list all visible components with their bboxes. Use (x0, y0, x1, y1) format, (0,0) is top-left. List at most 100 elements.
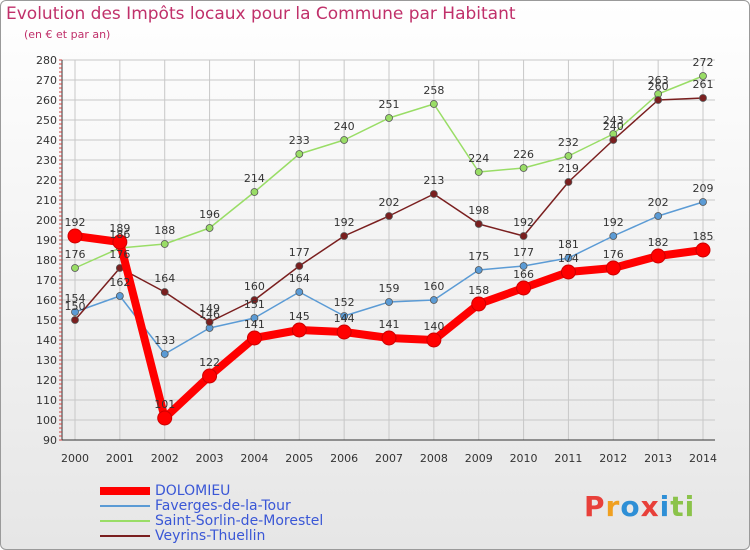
data-point-saint-sorlin-de-morestel (429, 100, 438, 108)
data-point-dolomieu (291, 322, 307, 338)
legend-swatch-faverges (100, 505, 150, 507)
x-tick-label: 2013 (644, 452, 672, 465)
y-tick-label: 220 (36, 174, 57, 187)
data-point-faverges-de-la-tour (654, 212, 663, 220)
data-label-veyrins-thuellin: 261 (693, 78, 714, 91)
data-point-saint-sorlin-de-morestel (250, 188, 259, 196)
y-tick-label: 240 (36, 134, 57, 147)
data-point-veyrins-thuellin (609, 136, 618, 144)
data-label-saint-sorlin-de-morestel: 232 (558, 136, 579, 149)
data-point-dolomieu (246, 330, 262, 346)
data-label-dolomieu: 122 (199, 356, 220, 369)
data-label-faverges-de-la-tour: 152 (334, 296, 355, 309)
data-point-veyrins-thuellin (250, 296, 259, 304)
y-tick-label: 260 (36, 94, 57, 107)
data-label-saint-sorlin-de-morestel: 186 (109, 228, 130, 241)
data-label-veyrins-thuellin: 176 (109, 248, 130, 261)
data-label-saint-sorlin-de-morestel: 251 (379, 98, 400, 111)
data-point-dolomieu (426, 332, 442, 348)
data-point-faverges-de-la-tour (160, 350, 169, 358)
data-point-veyrins-thuellin (564, 178, 573, 186)
data-point-veyrins-thuellin (340, 232, 349, 240)
data-point-dolomieu (381, 330, 397, 346)
data-point-veyrins-thuellin (699, 94, 707, 102)
data-label-veyrins-thuellin: 192 (513, 216, 534, 229)
data-point-dolomieu (650, 248, 666, 264)
legend-swatch-dolomieu (100, 487, 150, 495)
logo-letter: P (584, 490, 606, 523)
data-label-saint-sorlin-de-morestel: 224 (468, 152, 489, 165)
x-tick-label: 2012 (599, 452, 627, 465)
data-point-faverges-de-la-tour (609, 232, 618, 240)
x-tick-label: 2006 (330, 452, 358, 465)
data-label-veyrins-thuellin: 198 (468, 204, 489, 217)
legend-label-faverges: Faverges-de-la-Tour (155, 498, 291, 514)
data-label-faverges-de-la-tour: 159 (379, 282, 400, 295)
data-point-dolomieu (112, 234, 128, 250)
data-label-faverges-de-la-tour: 162 (109, 276, 130, 289)
data-label-faverges-de-la-tour: 175 (468, 250, 489, 263)
data-label-faverges-de-la-tour: 146 (199, 308, 220, 321)
data-point-faverges-de-la-tour (71, 308, 79, 316)
legend-item-saint-sorlin: Saint-Sorlin-de-Morestel (100, 513, 400, 529)
data-label-veyrins-thuellin: 150 (65, 300, 86, 313)
x-tick-label: 2008 (420, 452, 448, 465)
x-tick-labels: 2000 2001 2002 2003 2004 2005 2006 2007 2008 2009… (61, 452, 717, 465)
data-point-faverges-de-la-tour (385, 298, 393, 306)
data-label-veyrins-thuellin: 240 (603, 120, 624, 133)
data-point-dolomieu (516, 280, 532, 296)
data-point-saint-sorlin-de-morestel (385, 114, 393, 122)
data-label-veyrins-thuellin: 149 (199, 302, 220, 315)
y-tick-label: 180 (36, 254, 57, 267)
y-tick-label: 150 (36, 314, 57, 327)
data-point-veyrins-thuellin (205, 318, 214, 326)
data-point-saint-sorlin-de-morestel (474, 168, 483, 176)
y-tick-label: 200 (36, 214, 57, 227)
data-label-veyrins-thuellin: 192 (334, 216, 355, 229)
legend-item-faverges: Faverges-de-la-Tour (100, 498, 400, 514)
data-label-dolomieu: 176 (603, 248, 624, 261)
data-label-dolomieu: 189 (109, 222, 130, 235)
data-label-faverges-de-la-tour: 151 (244, 298, 265, 311)
data-label-veyrins-thuellin: 213 (423, 174, 444, 187)
data-point-faverges-de-la-tour (295, 288, 304, 296)
legend-item-dolomieu: DOLOMIEU (100, 483, 400, 499)
data-label-saint-sorlin-de-morestel: 214 (244, 172, 265, 185)
data-label-faverges-de-la-tour: 154 (65, 292, 86, 305)
data-label-saint-sorlin-de-morestel: 258 (423, 84, 444, 97)
logo-letter: i (684, 490, 696, 523)
data-point-saint-sorlin-de-morestel (160, 240, 169, 248)
logo-letter: r (605, 490, 621, 523)
x-tick-label: 2000 (61, 452, 89, 465)
y-tick-label: 160 (36, 294, 57, 307)
y-tick-label: 140 (36, 334, 57, 347)
data-point-saint-sorlin-de-morestel (295, 150, 304, 158)
legend-label-saint-sorlin: Saint-Sorlin-de-Morestel (155, 513, 324, 529)
y-tick-label: 100 (36, 414, 57, 427)
logo-letter: i (659, 490, 671, 523)
legend: DOLOMIEU Faverges-de-la-Tour Saint-Sorli… (100, 483, 400, 544)
proxiti-logo: Proxiti (584, 490, 695, 523)
y-tick-label: 110 (36, 394, 57, 407)
data-label-dolomieu: 192 (65, 216, 86, 229)
data-point-faverges-de-la-tour (115, 292, 124, 300)
data-label-saint-sorlin-de-morestel: 243 (603, 114, 624, 127)
data-point-faverges-de-la-tour (519, 262, 528, 270)
data-label-saint-sorlin-de-morestel: 176 (65, 248, 86, 261)
logo-letter: t (670, 490, 685, 523)
data-point-veyrins-thuellin (160, 288, 169, 296)
data-label-veyrins-thuellin: 177 (289, 246, 310, 259)
data-point-veyrins-thuellin (519, 232, 528, 240)
x-tick-label: 2009 (465, 452, 493, 465)
data-point-dolomieu (560, 264, 576, 280)
data-point-saint-sorlin-de-morestel (519, 164, 528, 172)
x-tick-label: 2007 (375, 452, 403, 465)
data-point-faverges-de-la-tour (340, 312, 349, 320)
x-tick-label: 2014 (689, 452, 717, 465)
data-label-saint-sorlin-de-morestel: 188 (154, 224, 175, 237)
y-tick-label: 170 (36, 274, 57, 287)
data-point-veyrins-thuellin (654, 96, 663, 104)
data-point-saint-sorlin-de-morestel (71, 264, 79, 272)
x-tick-label: 2010 (510, 452, 538, 465)
data-label-veyrins-thuellin: 260 (648, 80, 669, 93)
